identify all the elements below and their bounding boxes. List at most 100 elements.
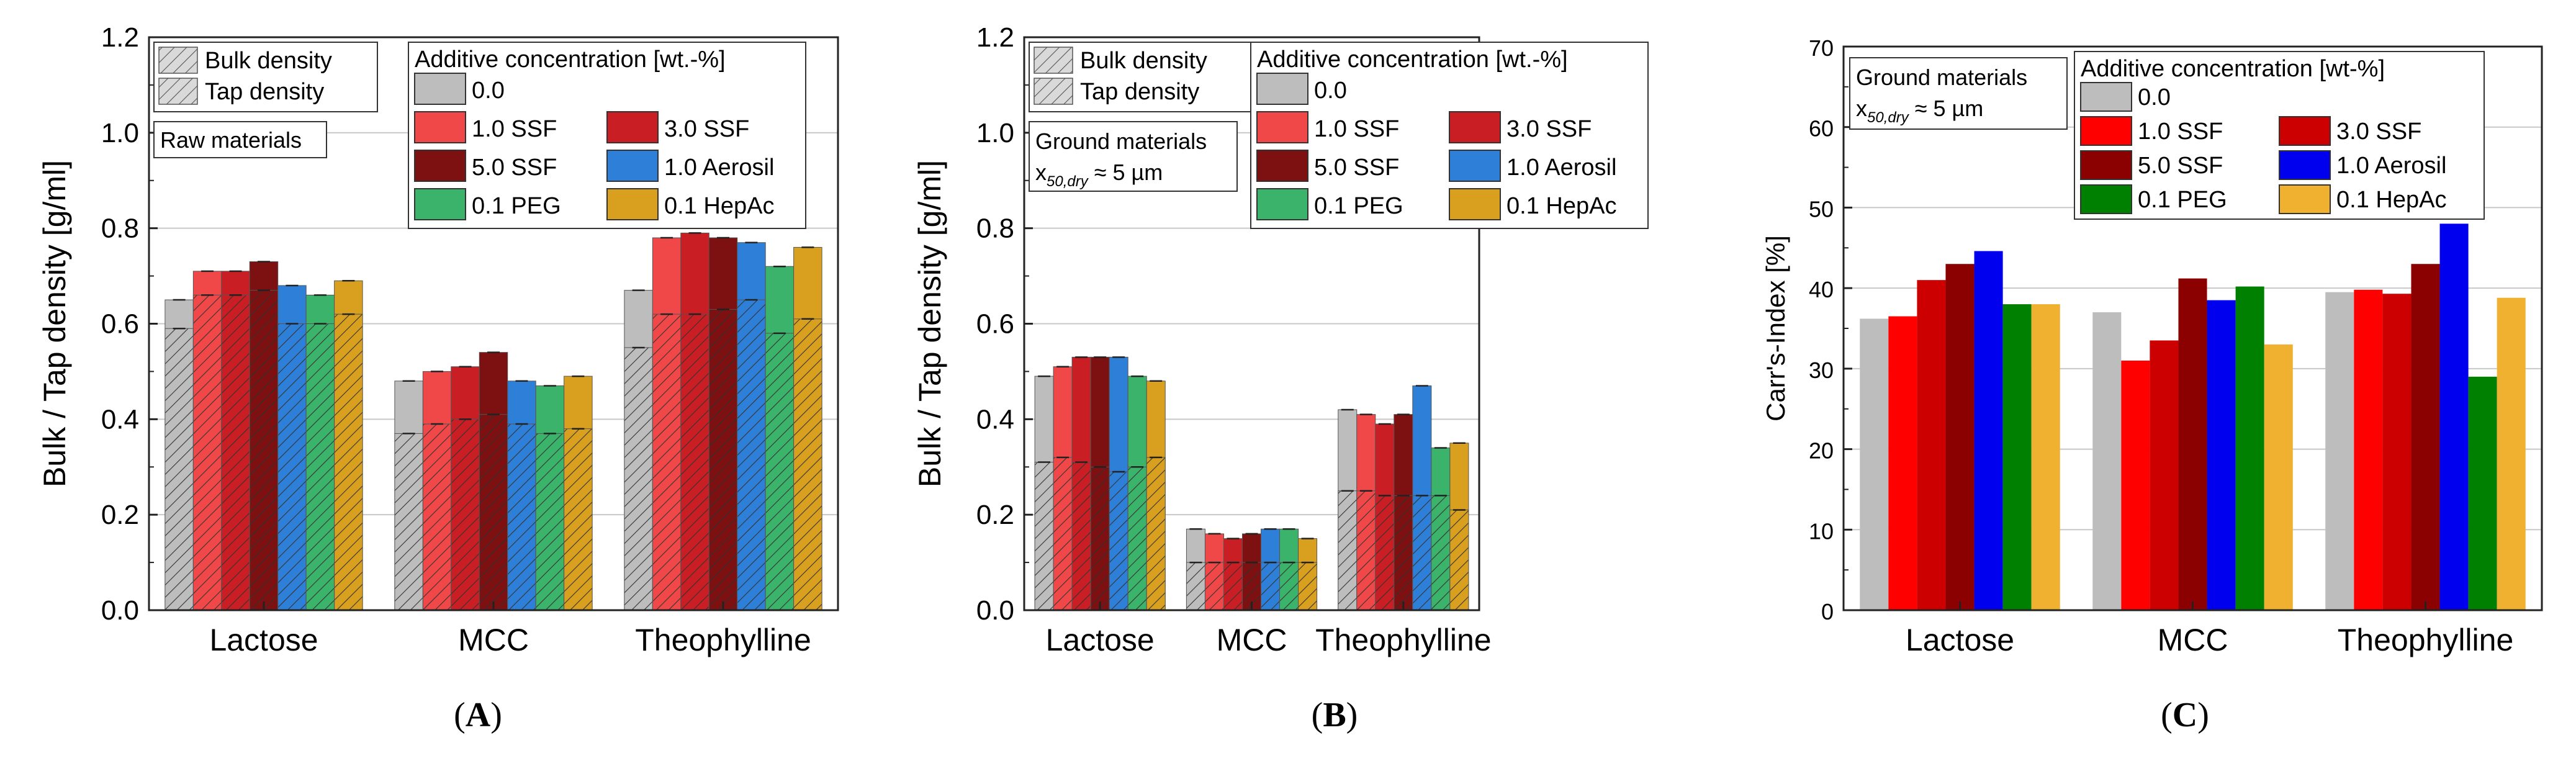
additive-legend-label: 1.0 SSF: [1314, 116, 1399, 142]
x-category-label: MCC: [1217, 623, 1287, 657]
bar-bulk-5-0-ssf-lactose: [249, 290, 279, 611]
bar-bulk-1-0-ssf-theophylline: [1356, 490, 1376, 611]
additive-legend-label: 0.1 PEG: [1314, 193, 1403, 219]
y-tick-label: 10: [1809, 518, 1834, 544]
additive-legend-swatch: [2080, 82, 2132, 112]
bar-0-1-peg-theophylline: [2468, 376, 2497, 610]
bar-bulk-1-0-aerosil-lactose: [277, 323, 307, 611]
bar-bulk-0-1-hepac-lactose: [334, 313, 363, 611]
y-tick-label: 0.4: [976, 404, 1014, 435]
bar-bulk-0-0-theophylline: [624, 347, 653, 611]
y-tick-label: 70: [1809, 35, 1834, 61]
y-tick-label: 0: [1821, 599, 1834, 624]
y-tick-label: 0.8: [976, 214, 1014, 244]
y-tick-label: 30: [1809, 358, 1834, 383]
density-legend-label: Bulk density: [1080, 48, 1207, 74]
bar-3-0-ssf-mcc: [2150, 340, 2179, 610]
bar-bulk-5-0-ssf-mcc: [479, 414, 508, 611]
x-category-label: Theophylline: [1315, 623, 1492, 657]
additive-legend-label: 0.1 PEG: [472, 193, 561, 219]
bar-3-0-ssf-lactose: [1917, 280, 1946, 611]
additive-legend-swatch: [414, 150, 466, 182]
panel-label: (C): [2161, 696, 2209, 734]
additive-legend-swatch: [414, 73, 466, 105]
note-text: Ground materials: [1856, 65, 2027, 90]
bar-bulk-3-0-ssf-theophylline: [680, 313, 709, 611]
additive-legend-label: 1.0 Aerosil: [664, 155, 774, 181]
additive-legend-swatch: [2080, 184, 2132, 214]
additive-legend-swatch: [2080, 150, 2132, 180]
note-size-text: x50,dry ≈ 5 µm: [1035, 160, 1163, 190]
y-tick-label: 0.0: [101, 595, 139, 626]
bar-1-0-aerosil-theophylline: [2439, 223, 2469, 610]
additive-legend-swatch: [2080, 116, 2132, 146]
bar-bulk-1-0-ssf-lactose: [192, 294, 222, 611]
note-box: [153, 121, 327, 158]
bar-0-1-peg-lactose: [2002, 304, 2032, 610]
additive-legend-swatch: [1449, 111, 1501, 143]
bar-bulk-1-0-aerosil-theophylline: [1412, 495, 1432, 611]
bar-bulk-1-0-aerosil-mcc: [1261, 562, 1281, 611]
bar-0-1-hepac-theophylline: [2497, 297, 2526, 610]
panel-letter: C: [2173, 696, 2197, 734]
bar-0-0-theophylline: [2325, 292, 2354, 611]
note-text: Raw materials: [160, 127, 302, 153]
bar-1-0-aerosil-mcc: [2207, 300, 2236, 610]
additive-legend-label: 5.0 SSF: [472, 155, 557, 181]
bar-bulk-5-0-ssf-lactose: [1090, 466, 1110, 611]
additive-legend-swatch: [2279, 184, 2331, 214]
additive-legend-swatch: [1256, 73, 1308, 105]
density-legend-label: Tap density: [205, 79, 324, 105]
y-tick-label: 0.6: [976, 309, 1014, 340]
additive-legend-label: 5.0 SSF: [2138, 153, 2223, 179]
bar-1-0-ssf-mcc: [2121, 360, 2150, 610]
bar-bulk-1-0-ssf-theophylline: [652, 313, 682, 611]
additive-legend-label: 0.1 HepAc: [2336, 187, 2446, 213]
panel-A: 0.0 0.2 0.4 0.6 0.8 1.0 1.2 Lactose MCC Theophyll…: [37, 22, 839, 734]
additive-legend-label: 3.0 SSF: [664, 116, 749, 142]
x-category-label: Lactose: [1906, 623, 2014, 657]
bar-bulk-0-1-hepac-mcc: [1298, 562, 1318, 611]
bar-bulk-1-0-aerosil-lactose: [1109, 471, 1128, 611]
bar-bulk-0-1-hepac-mcc: [564, 428, 593, 611]
bar-bulk-3-0-ssf-mcc: [1223, 562, 1243, 611]
panel-C: 0 10 20 30 40 50 60 70 Lactose MCC Theophylline Car…: [1761, 35, 2543, 734]
bar-bulk-3-0-ssf-theophylline: [1375, 495, 1395, 611]
panel-letter: A: [466, 696, 491, 734]
x-category-label: Theophylline: [2338, 623, 2514, 657]
additive-legend-label: 0.0: [2138, 84, 2171, 110]
bar-bulk-0-1-peg-mcc: [1279, 562, 1299, 611]
y-tick-label: 0.0: [976, 595, 1014, 626]
bar-bulk-0-0-lactose: [164, 328, 194, 611]
bar-bulk-3-0-ssf-lactose: [221, 294, 250, 611]
y-tick-label: 0.8: [101, 214, 139, 244]
additive-legend-label: 5.0 SSF: [1314, 155, 1399, 181]
bar-bulk-0-1-peg-theophylline: [765, 333, 795, 611]
y-tick-label: 60: [1809, 116, 1834, 142]
additive-legend-swatch: [1256, 188, 1308, 220]
y-tick-label: 20: [1809, 438, 1834, 464]
additive-legend-label: 1.0 SSF: [472, 116, 557, 142]
bar-0-1-hepac-lactose: [2031, 304, 2060, 610]
note-box: [1029, 121, 1238, 192]
additive-legend-swatch: [2279, 116, 2331, 146]
bar-1-0-ssf-lactose: [1888, 316, 1917, 610]
density-legend-label: Bulk density: [205, 48, 332, 74]
y-tick-label: 0.4: [101, 404, 139, 435]
additive-legend-label: 1.0 Aerosil: [2336, 153, 2446, 179]
y-tick-label: 0.2: [101, 500, 139, 530]
bar-bulk-3-0-ssf-mcc: [451, 418, 480, 611]
bar-bulk-5-0-ssf-theophylline: [1394, 495, 1413, 611]
additive-legend-swatch: [606, 111, 659, 143]
density-legend-swatch: [1034, 78, 1073, 105]
bar-bulk-0-1-peg-mcc: [535, 433, 565, 611]
bar-bulk-1-0-ssf-lactose: [1053, 457, 1073, 611]
y-tick-label: 1.0: [101, 118, 139, 148]
x-category-label: Lactose: [209, 623, 318, 657]
bar-3-0-ssf-theophylline: [2382, 294, 2412, 610]
additive-legend-swatch: [1256, 150, 1308, 182]
y-tick-label: 1.2: [101, 22, 139, 53]
x-category-label: Theophylline: [635, 623, 811, 657]
bar-1-0-ssf-theophylline: [2354, 289, 2383, 610]
